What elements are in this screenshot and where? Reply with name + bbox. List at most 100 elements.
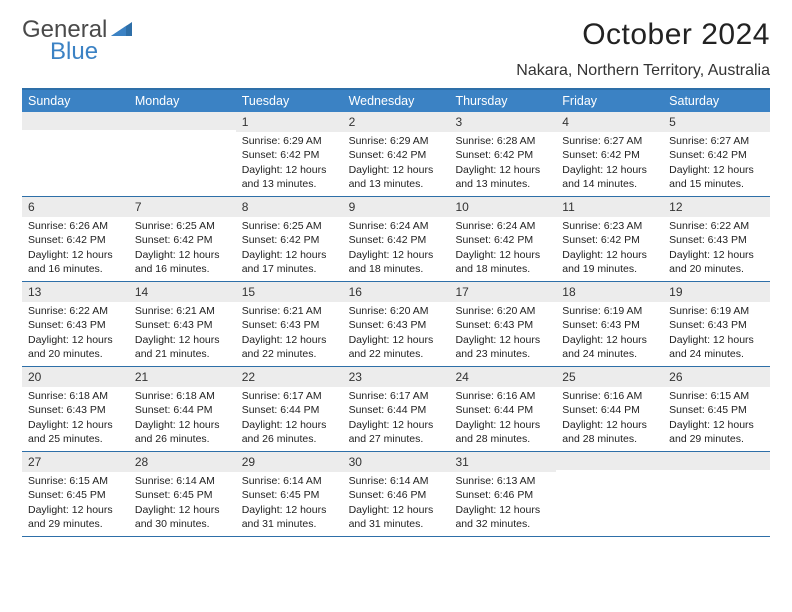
day-cell: 6Sunrise: 6:26 AMSunset: 6:42 PMDaylight… <box>22 197 129 281</box>
day-line: Sunset: 6:44 PM <box>242 403 337 417</box>
day-line: and 16 minutes. <box>135 262 230 276</box>
day-cell: 19Sunrise: 6:19 AMSunset: 6:43 PMDayligh… <box>663 282 770 366</box>
day-cell: 17Sunrise: 6:20 AMSunset: 6:43 PMDayligh… <box>449 282 556 366</box>
day-body: Sunrise: 6:28 AMSunset: 6:42 PMDaylight:… <box>449 132 556 195</box>
day-number: 21 <box>129 367 236 387</box>
day-line: and 32 minutes. <box>455 517 550 531</box>
day-line: Sunset: 6:45 PM <box>669 403 764 417</box>
day-line: Sunset: 6:44 PM <box>562 403 657 417</box>
day-line: Daylight: 12 hours <box>242 248 337 262</box>
day-line: Sunrise: 6:17 AM <box>242 389 337 403</box>
day-line: Daylight: 12 hours <box>135 503 230 517</box>
day-line: Sunrise: 6:14 AM <box>242 474 337 488</box>
day-line: Sunset: 6:42 PM <box>28 233 123 247</box>
day-line: Sunset: 6:42 PM <box>455 148 550 162</box>
day-cell: 26Sunrise: 6:15 AMSunset: 6:45 PMDayligh… <box>663 367 770 451</box>
day-line: and 15 minutes. <box>669 177 764 191</box>
day-line: Daylight: 12 hours <box>349 163 444 177</box>
day-line: and 27 minutes. <box>349 432 444 446</box>
day-line: and 31 minutes. <box>242 517 337 531</box>
day-line: Sunrise: 6:16 AM <box>562 389 657 403</box>
day-number: 1 <box>236 112 343 132</box>
day-cell: 25Sunrise: 6:16 AMSunset: 6:44 PMDayligh… <box>556 367 663 451</box>
day-line: Sunrise: 6:29 AM <box>242 134 337 148</box>
day-body: Sunrise: 6:19 AMSunset: 6:43 PMDaylight:… <box>663 302 770 365</box>
day-line: Sunset: 6:42 PM <box>455 233 550 247</box>
day-number: 3 <box>449 112 556 132</box>
dow-friday: Friday <box>556 90 663 112</box>
week-row: 27Sunrise: 6:15 AMSunset: 6:45 PMDayligh… <box>22 452 770 537</box>
day-line: Sunrise: 6:21 AM <box>135 304 230 318</box>
day-line: Sunrise: 6:15 AM <box>28 474 123 488</box>
day-line: Sunrise: 6:27 AM <box>562 134 657 148</box>
day-line: Sunrise: 6:24 AM <box>455 219 550 233</box>
day-cell: 21Sunrise: 6:18 AMSunset: 6:44 PMDayligh… <box>129 367 236 451</box>
week-row: 6Sunrise: 6:26 AMSunset: 6:42 PMDaylight… <box>22 197 770 282</box>
logo: General Blue <box>22 18 133 66</box>
day-body: Sunrise: 6:14 AMSunset: 6:46 PMDaylight:… <box>343 472 450 535</box>
day-line: and 22 minutes. <box>242 347 337 361</box>
day-line: Daylight: 12 hours <box>455 418 550 432</box>
logo-text-block: General Blue <box>22 18 133 66</box>
day-body: Sunrise: 6:15 AMSunset: 6:45 PMDaylight:… <box>22 472 129 535</box>
day-line: Daylight: 12 hours <box>135 248 230 262</box>
title-block: October 2024 Nakara, Northern Territory,… <box>516 18 770 80</box>
day-line: Sunrise: 6:26 AM <box>28 219 123 233</box>
day-line: Sunset: 6:42 PM <box>349 148 444 162</box>
month-title: October 2024 <box>516 18 770 52</box>
day-cell: 18Sunrise: 6:19 AMSunset: 6:43 PMDayligh… <box>556 282 663 366</box>
day-line: and 19 minutes. <box>562 262 657 276</box>
day-body: Sunrise: 6:17 AMSunset: 6:44 PMDaylight:… <box>236 387 343 450</box>
day-line: Sunrise: 6:25 AM <box>135 219 230 233</box>
empty-cell <box>129 112 236 196</box>
day-line: and 29 minutes. <box>669 432 764 446</box>
day-cell: 12Sunrise: 6:22 AMSunset: 6:43 PMDayligh… <box>663 197 770 281</box>
day-line: Sunset: 6:43 PM <box>349 318 444 332</box>
day-line: and 23 minutes. <box>455 347 550 361</box>
day-line: and 20 minutes. <box>28 347 123 361</box>
day-line: Sunrise: 6:23 AM <box>562 219 657 233</box>
day-body: Sunrise: 6:20 AMSunset: 6:43 PMDaylight:… <box>343 302 450 365</box>
day-cell: 24Sunrise: 6:16 AMSunset: 6:44 PMDayligh… <box>449 367 556 451</box>
day-line: Daylight: 12 hours <box>455 333 550 347</box>
week-row: 1Sunrise: 6:29 AMSunset: 6:42 PMDaylight… <box>22 112 770 197</box>
day-number: 26 <box>663 367 770 387</box>
day-body: Sunrise: 6:21 AMSunset: 6:43 PMDaylight:… <box>129 302 236 365</box>
day-line: Sunrise: 6:16 AM <box>455 389 550 403</box>
day-line: Daylight: 12 hours <box>349 418 444 432</box>
day-line: and 13 minutes. <box>455 177 550 191</box>
day-body: Sunrise: 6:13 AMSunset: 6:46 PMDaylight:… <box>449 472 556 535</box>
day-cell: 5Sunrise: 6:27 AMSunset: 6:42 PMDaylight… <box>663 112 770 196</box>
day-line: Daylight: 12 hours <box>135 418 230 432</box>
day-cell: 2Sunrise: 6:29 AMSunset: 6:42 PMDaylight… <box>343 112 450 196</box>
day-body: Sunrise: 6:21 AMSunset: 6:43 PMDaylight:… <box>236 302 343 365</box>
day-number: 13 <box>22 282 129 302</box>
day-number <box>556 452 663 470</box>
day-line: Daylight: 12 hours <box>242 333 337 347</box>
day-line: Daylight: 12 hours <box>669 248 764 262</box>
day-line: Daylight: 12 hours <box>28 248 123 262</box>
day-cell: 22Sunrise: 6:17 AMSunset: 6:44 PMDayligh… <box>236 367 343 451</box>
day-number: 28 <box>129 452 236 472</box>
day-body: Sunrise: 6:16 AMSunset: 6:44 PMDaylight:… <box>556 387 663 450</box>
day-line: Sunset: 6:44 PM <box>349 403 444 417</box>
day-number: 29 <box>236 452 343 472</box>
day-line: Sunset: 6:46 PM <box>349 488 444 502</box>
day-cell: 3Sunrise: 6:28 AMSunset: 6:42 PMDaylight… <box>449 112 556 196</box>
day-number: 25 <box>556 367 663 387</box>
day-cell: 13Sunrise: 6:22 AMSunset: 6:43 PMDayligh… <box>22 282 129 366</box>
day-line: Sunrise: 6:22 AM <box>669 219 764 233</box>
day-number: 24 <box>449 367 556 387</box>
day-line: and 25 minutes. <box>28 432 123 446</box>
day-line: Sunset: 6:46 PM <box>455 488 550 502</box>
day-line: Daylight: 12 hours <box>135 333 230 347</box>
day-line: and 30 minutes. <box>135 517 230 531</box>
day-line: and 14 minutes. <box>562 177 657 191</box>
day-line: Sunset: 6:43 PM <box>562 318 657 332</box>
day-cell: 30Sunrise: 6:14 AMSunset: 6:46 PMDayligh… <box>343 452 450 536</box>
day-cell: 11Sunrise: 6:23 AMSunset: 6:42 PMDayligh… <box>556 197 663 281</box>
day-line: Sunset: 6:43 PM <box>28 403 123 417</box>
day-cell: 7Sunrise: 6:25 AMSunset: 6:42 PMDaylight… <box>129 197 236 281</box>
day-cell: 15Sunrise: 6:21 AMSunset: 6:43 PMDayligh… <box>236 282 343 366</box>
day-body <box>129 130 236 136</box>
